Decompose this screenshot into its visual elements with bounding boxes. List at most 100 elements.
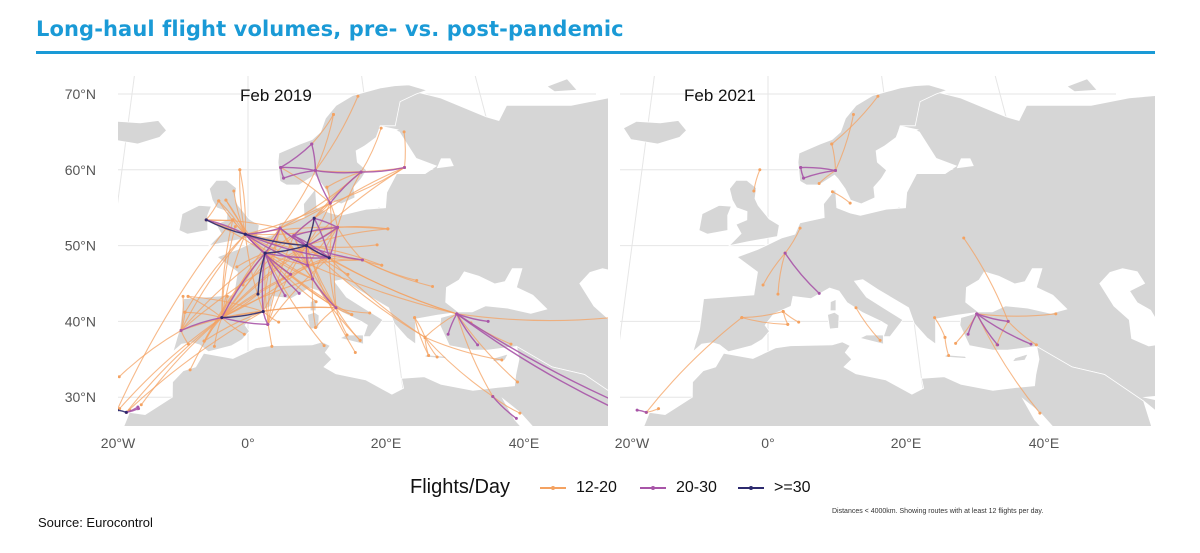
land-shape <box>178 204 212 235</box>
route-line <box>934 317 946 338</box>
route-line <box>279 170 316 229</box>
route-endpoint <box>350 313 354 317</box>
land-shape <box>626 406 630 411</box>
route-line <box>290 264 308 275</box>
legend-swatch <box>640 485 666 490</box>
route-line <box>311 278 337 309</box>
route-endpoint <box>802 176 806 180</box>
route-endpoint <box>243 232 247 236</box>
land-shape <box>727 180 780 247</box>
route-line <box>257 252 266 295</box>
legend-item-label: 12-20 <box>576 479 617 496</box>
route-line <box>976 313 1009 323</box>
route-line <box>221 310 264 319</box>
route-line <box>424 337 438 358</box>
route-line <box>314 217 338 229</box>
route-line <box>314 170 331 204</box>
lon-tick-label: 20°W <box>101 435 136 451</box>
legend-swatch <box>738 485 764 490</box>
footnote: Distances < 4000km. Showing routes with … <box>832 508 1044 515</box>
route-endpoint <box>1006 319 1010 323</box>
route-line <box>293 226 338 237</box>
route-line <box>221 317 245 335</box>
route-line <box>996 321 1009 346</box>
route-endpoint <box>610 316 613 319</box>
route-endpoint <box>118 375 121 379</box>
route-endpoint <box>118 407 122 411</box>
route-endpoint <box>139 403 143 407</box>
route-endpoint <box>314 325 318 329</box>
route-endpoint <box>345 333 349 337</box>
legend-item-12-20: 12-20 <box>540 476 617 500</box>
legend-item-label: >=30 <box>774 479 811 496</box>
route-endpoint <box>854 306 858 310</box>
route-line <box>188 295 264 313</box>
route-line <box>314 114 335 171</box>
route-line <box>361 166 405 173</box>
route-endpoint <box>360 258 364 262</box>
route-endpoint <box>235 265 239 269</box>
title-rule <box>36 51 1155 54</box>
route-line <box>306 228 388 247</box>
sea-shape <box>965 268 1068 314</box>
sea-shape <box>1142 395 1155 401</box>
route-line <box>834 114 855 171</box>
route-line <box>239 169 247 235</box>
land-shape <box>123 341 608 426</box>
route-endpoint <box>313 169 317 173</box>
map-panel-2019 <box>118 76 613 426</box>
route-endpoint <box>238 168 242 172</box>
route-endpoint <box>402 130 406 134</box>
route-endpoint <box>635 408 639 412</box>
route-endpoint <box>933 316 937 320</box>
route-line <box>414 317 426 338</box>
route-endpoint <box>1029 342 1033 346</box>
route-endpoint <box>752 189 756 193</box>
route-line <box>206 219 246 235</box>
route-endpoint <box>975 312 979 316</box>
route-line <box>1007 321 1037 346</box>
route-line <box>267 228 281 325</box>
route-line <box>264 252 300 294</box>
route-endpoint <box>368 311 372 315</box>
land-shape <box>307 311 320 330</box>
route-line <box>328 257 457 315</box>
route-line <box>741 311 784 319</box>
route-line <box>335 307 361 341</box>
land-shape <box>829 298 837 312</box>
route-line <box>264 253 273 347</box>
route-endpoint <box>500 358 504 362</box>
route-line <box>963 237 1009 322</box>
route-line <box>262 227 281 312</box>
route-line <box>205 200 220 221</box>
route-line <box>221 252 266 318</box>
route-endpoint <box>242 332 246 336</box>
route-line <box>305 245 309 266</box>
route-line <box>125 317 223 413</box>
route-endpoint <box>322 344 326 348</box>
route-endpoint <box>292 234 296 238</box>
route-endpoint <box>310 142 314 146</box>
route-line <box>800 166 836 172</box>
route-endpoint <box>514 416 518 420</box>
route-endpoint <box>232 189 236 193</box>
route-line <box>205 219 246 235</box>
route-line <box>184 233 246 313</box>
panel-label-2019: Feb 2019 <box>240 86 312 105</box>
route-line <box>221 264 308 319</box>
route-endpoint <box>334 306 338 310</box>
sea-shape <box>1021 397 1053 426</box>
route-endpoint <box>966 332 970 336</box>
route-endpoint <box>402 166 406 170</box>
lat-tick-label: 60°N <box>65 162 96 178</box>
route-endpoint <box>830 142 834 146</box>
route-line <box>293 217 315 237</box>
route-line <box>233 190 246 235</box>
route-line <box>245 227 281 235</box>
route-line <box>967 313 978 335</box>
map-panel-2021 <box>620 76 1155 426</box>
sea-shape <box>579 268 608 320</box>
route-endpoint <box>279 166 283 170</box>
route-line <box>119 317 223 409</box>
